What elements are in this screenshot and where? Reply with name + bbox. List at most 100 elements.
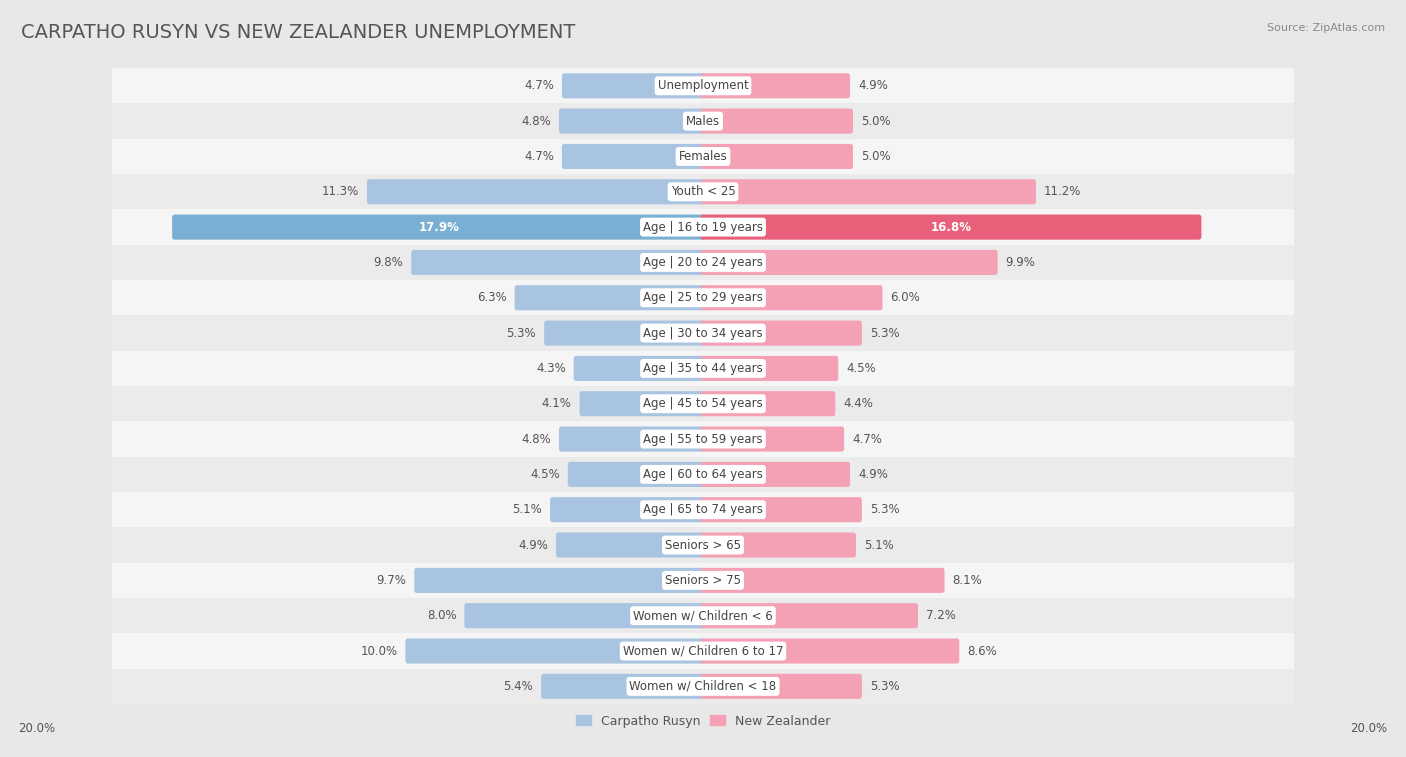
Text: 6.0%: 6.0% xyxy=(890,291,921,304)
FancyBboxPatch shape xyxy=(562,73,706,98)
Text: Women w/ Children 6 to 17: Women w/ Children 6 to 17 xyxy=(623,644,783,658)
Text: 6.3%: 6.3% xyxy=(477,291,506,304)
Text: 5.3%: 5.3% xyxy=(506,326,536,340)
FancyBboxPatch shape xyxy=(700,391,835,416)
FancyBboxPatch shape xyxy=(112,386,1294,422)
FancyBboxPatch shape xyxy=(579,391,706,416)
Text: 4.7%: 4.7% xyxy=(524,79,554,92)
FancyBboxPatch shape xyxy=(555,532,706,558)
Text: 4.9%: 4.9% xyxy=(858,79,887,92)
Text: 4.9%: 4.9% xyxy=(519,538,548,552)
Text: Age | 45 to 54 years: Age | 45 to 54 years xyxy=(643,397,763,410)
Text: 4.5%: 4.5% xyxy=(846,362,876,375)
Text: 5.1%: 5.1% xyxy=(863,538,894,552)
FancyBboxPatch shape xyxy=(700,497,862,522)
FancyBboxPatch shape xyxy=(405,638,706,664)
Legend: Carpatho Rusyn, New Zealander: Carpatho Rusyn, New Zealander xyxy=(571,710,835,733)
Text: Age | 30 to 34 years: Age | 30 to 34 years xyxy=(643,326,763,340)
Text: Females: Females xyxy=(679,150,727,163)
Text: 4.1%: 4.1% xyxy=(541,397,572,410)
Text: 5.3%: 5.3% xyxy=(870,503,900,516)
FancyBboxPatch shape xyxy=(700,426,844,452)
Text: Age | 60 to 64 years: Age | 60 to 64 years xyxy=(643,468,763,481)
FancyBboxPatch shape xyxy=(112,634,1294,668)
FancyBboxPatch shape xyxy=(574,356,706,381)
FancyBboxPatch shape xyxy=(112,245,1294,280)
FancyBboxPatch shape xyxy=(550,497,706,522)
Text: 11.3%: 11.3% xyxy=(322,185,359,198)
Text: 16.8%: 16.8% xyxy=(931,220,972,234)
FancyBboxPatch shape xyxy=(112,456,1294,492)
FancyBboxPatch shape xyxy=(112,422,1294,456)
Text: 5.1%: 5.1% xyxy=(512,503,543,516)
FancyBboxPatch shape xyxy=(112,350,1294,386)
Text: 9.8%: 9.8% xyxy=(374,256,404,269)
FancyBboxPatch shape xyxy=(112,104,1294,139)
FancyBboxPatch shape xyxy=(562,144,706,169)
Text: CARPATHO RUSYN VS NEW ZEALANDER UNEMPLOYMENT: CARPATHO RUSYN VS NEW ZEALANDER UNEMPLOY… xyxy=(21,23,575,42)
Text: 9.7%: 9.7% xyxy=(377,574,406,587)
FancyBboxPatch shape xyxy=(700,285,883,310)
FancyBboxPatch shape xyxy=(112,174,1294,210)
Text: 20.0%: 20.0% xyxy=(18,721,55,735)
FancyBboxPatch shape xyxy=(700,568,945,593)
FancyBboxPatch shape xyxy=(700,674,862,699)
Text: 4.8%: 4.8% xyxy=(522,432,551,446)
FancyBboxPatch shape xyxy=(367,179,706,204)
FancyBboxPatch shape xyxy=(172,214,706,240)
FancyBboxPatch shape xyxy=(700,144,853,169)
Text: 8.0%: 8.0% xyxy=(427,609,457,622)
Text: 4.8%: 4.8% xyxy=(522,114,551,128)
FancyBboxPatch shape xyxy=(700,320,862,346)
Text: 4.3%: 4.3% xyxy=(536,362,565,375)
Text: 4.9%: 4.9% xyxy=(858,468,887,481)
FancyBboxPatch shape xyxy=(112,598,1294,634)
Text: 11.2%: 11.2% xyxy=(1045,185,1081,198)
Text: 5.3%: 5.3% xyxy=(870,680,900,693)
Text: 4.4%: 4.4% xyxy=(844,397,873,410)
FancyBboxPatch shape xyxy=(112,280,1294,316)
Text: 8.1%: 8.1% xyxy=(952,574,983,587)
FancyBboxPatch shape xyxy=(112,316,1294,350)
Text: 8.6%: 8.6% xyxy=(967,644,997,658)
Text: Unemployment: Unemployment xyxy=(658,79,748,92)
Text: 4.7%: 4.7% xyxy=(524,150,554,163)
Text: Age | 65 to 74 years: Age | 65 to 74 years xyxy=(643,503,763,516)
Text: Males: Males xyxy=(686,114,720,128)
FancyBboxPatch shape xyxy=(700,638,959,664)
FancyBboxPatch shape xyxy=(560,108,706,134)
Text: 4.5%: 4.5% xyxy=(530,468,560,481)
Text: 10.0%: 10.0% xyxy=(360,644,398,658)
FancyBboxPatch shape xyxy=(700,356,838,381)
Text: Source: ZipAtlas.com: Source: ZipAtlas.com xyxy=(1267,23,1385,33)
Text: Women w/ Children < 6: Women w/ Children < 6 xyxy=(633,609,773,622)
Text: Women w/ Children < 18: Women w/ Children < 18 xyxy=(630,680,776,693)
FancyBboxPatch shape xyxy=(415,568,706,593)
FancyBboxPatch shape xyxy=(560,426,706,452)
FancyBboxPatch shape xyxy=(112,492,1294,528)
FancyBboxPatch shape xyxy=(112,210,1294,245)
FancyBboxPatch shape xyxy=(464,603,706,628)
Text: 17.9%: 17.9% xyxy=(419,220,460,234)
FancyBboxPatch shape xyxy=(700,73,851,98)
Text: Age | 16 to 19 years: Age | 16 to 19 years xyxy=(643,220,763,234)
FancyBboxPatch shape xyxy=(515,285,706,310)
FancyBboxPatch shape xyxy=(700,532,856,558)
FancyBboxPatch shape xyxy=(700,603,918,628)
Text: 5.3%: 5.3% xyxy=(870,326,900,340)
FancyBboxPatch shape xyxy=(112,139,1294,174)
FancyBboxPatch shape xyxy=(568,462,706,487)
FancyBboxPatch shape xyxy=(544,320,706,346)
Text: 20.0%: 20.0% xyxy=(1351,721,1388,735)
Text: 5.0%: 5.0% xyxy=(860,114,890,128)
FancyBboxPatch shape xyxy=(700,462,851,487)
Text: 4.7%: 4.7% xyxy=(852,432,882,446)
FancyBboxPatch shape xyxy=(112,528,1294,562)
Text: 5.0%: 5.0% xyxy=(860,150,890,163)
Text: Seniors > 65: Seniors > 65 xyxy=(665,538,741,552)
FancyBboxPatch shape xyxy=(700,250,998,275)
Text: Age | 55 to 59 years: Age | 55 to 59 years xyxy=(643,432,763,446)
FancyBboxPatch shape xyxy=(700,179,1036,204)
FancyBboxPatch shape xyxy=(112,668,1294,704)
FancyBboxPatch shape xyxy=(700,108,853,134)
